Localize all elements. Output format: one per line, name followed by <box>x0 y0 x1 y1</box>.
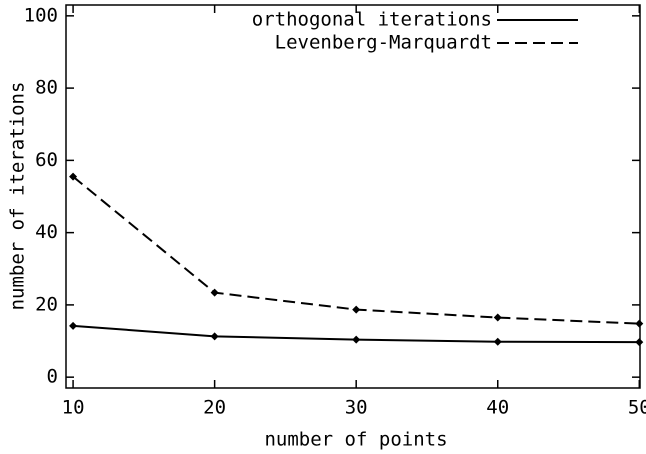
plot-frame <box>65 4 641 389</box>
data-point <box>635 319 644 328</box>
legend-label: orthogonal iterations <box>252 9 492 31</box>
data-point <box>210 288 219 297</box>
data-point <box>352 305 361 314</box>
x-tick-label: 20 <box>203 397 226 419</box>
data-point <box>69 172 78 181</box>
y-tick-label: 60 <box>35 149 58 171</box>
data-point <box>69 321 78 330</box>
x-axis-label: number of points <box>264 429 447 451</box>
y-tick-label: 100 <box>24 4 58 26</box>
x-tick-label: 40 <box>486 397 509 419</box>
series-line <box>72 175 640 325</box>
y-tick-label: 80 <box>35 77 58 99</box>
y-axis-label: number of iterations <box>7 82 29 311</box>
x-tick-label: 30 <box>345 397 368 419</box>
data-point <box>493 337 502 346</box>
x-tick-label: 50 <box>628 397 646 419</box>
legend-label: Levenberg-Marquardt <box>275 32 492 54</box>
y-tick-label: 20 <box>35 293 58 315</box>
y-tick-label: 0 <box>47 366 58 388</box>
x-tick-label: 10 <box>62 397 85 419</box>
data-point <box>352 335 361 344</box>
data-point <box>210 332 219 341</box>
y-tick-label: 40 <box>35 221 58 243</box>
data-point <box>493 313 502 322</box>
data-point <box>635 338 644 347</box>
